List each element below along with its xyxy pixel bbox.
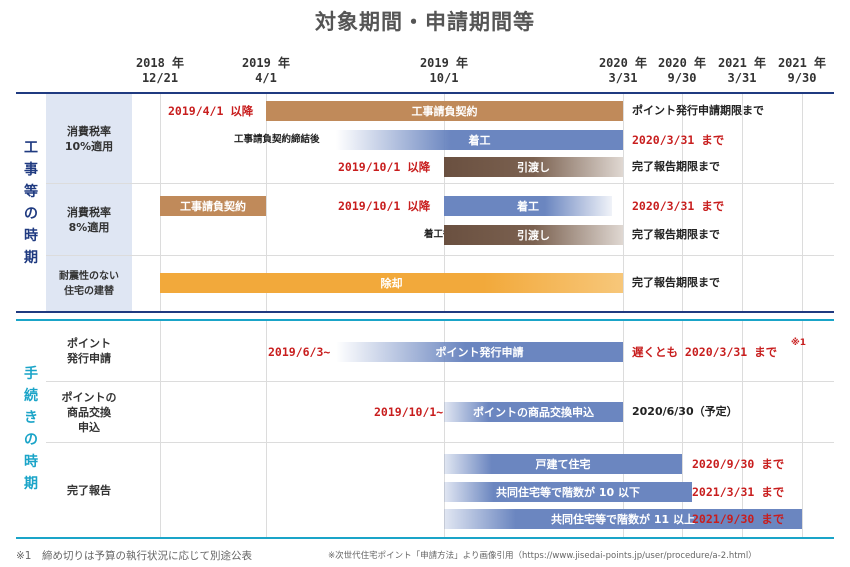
section2-bottom-border [16,537,834,539]
tax8-start-end: 2020/3/31 まで [632,199,725,213]
tax8-handover-note: 着工後 [424,229,453,240]
tax10-contract-end: ポイント発行申請期限まで [632,104,764,117]
report-detached-end: 2020/9/30 まで [692,457,785,471]
issue-end: 遅くとも 2020/3/31 まで [632,345,778,359]
date-header-2021-3-31: 2021 年 3/31 [702,56,782,86]
tax10-handover-bar: 引渡し [444,157,623,177]
tax8-start-note: 2019/10/1 以降 [338,199,431,213]
date-day: 4/1 [255,71,277,85]
exchange-note: 2019/10/1~ [374,405,444,419]
row-divider [46,255,834,256]
date-header-2020-3-31: 2020 年 3/31 [583,56,663,86]
grid-line [623,321,624,537]
row-label-tax8: 消費税率 8%適用 [46,184,132,255]
grid-line [802,94,803,311]
tax8-handover-end: 完了報告期限まで [632,228,720,241]
grid-line [623,94,624,311]
date-day: 9/30 [667,71,697,85]
exchange-bar: ポイントの商品交換申込 [444,402,623,422]
date-day: 3/31 [727,71,757,85]
section2-top-border [16,319,834,321]
tax10-start-note: 工事請負契約締結後 [234,134,320,145]
grid-line [444,321,445,537]
report-collective11-end: 2021/9/30 まで [692,512,785,526]
date-year: 2019 年 [241,56,291,70]
tax10-start-end: 2020/3/31 まで [632,133,725,147]
row-label-rebuild: 耐震性のない 住宅の建替 [46,256,132,311]
grid-line [682,321,683,537]
row-divider [46,381,834,382]
report-collective10-end: 2021/3/31 まで [692,485,785,499]
row-divider [46,442,834,443]
tax8-contract-bar: 工事請負契約 [160,196,266,216]
report-collective11-bar: 共同住宅等で階数が 11 以上 [444,509,802,529]
grid-line [742,94,743,311]
date-header-2019-10-1: 2019 年 10/1 [404,56,484,86]
grid-line [682,94,683,311]
section1-bottom-border [16,311,834,313]
exchange-end: 2020/6/30（予定） [632,405,738,418]
tax8-start-bar: 着工 [444,196,612,216]
tax10-contract-note: 2019/4/1 以降 [168,104,254,118]
date-year: 2019 年 [419,56,469,70]
row-label-issue: ポイント 発行申請 [67,337,111,365]
date-header-2019-4-1: 2019 年 4/1 [226,56,306,86]
row-divider [46,183,834,184]
date-year: 2018 年 [135,56,185,70]
tax10-handover-note: 2019/10/1 以降 [338,160,431,174]
report-detached-bar: 戸建て住宅 [444,454,682,474]
date-year: 2020 年 [598,56,648,70]
section-label-procedure: 手 続 き の 時 期 [24,366,38,492]
footnote-1: ※1 締め切りは予算の執行状況に応じて別途公表 [16,550,252,562]
grid-line [266,321,267,537]
section1-top-border [16,92,834,94]
date-header-2020-9-30: 2020 年 9/30 [642,56,722,86]
section-label-construction: 工 事 等 の 時 期 [24,139,38,266]
date-year: 2021 年 [717,56,767,70]
rebuild-bar: 除却 [160,273,623,293]
date-day: 10/1 [429,71,459,85]
row-label-report: 完了報告 [67,483,111,497]
date-header-2021-9-30: 2021 年 9/30 [762,56,842,86]
grid-line [160,321,161,537]
date-header-2018-12-21: 2018 年 12/21 [120,56,200,86]
tax10-handover-end: 完了報告期限まで [632,160,720,173]
issue-note: 2019/6/3~ [268,345,331,359]
grid-line [742,321,743,537]
tax10-contract-bar: 工事請負契約 [266,101,623,121]
report-collective10-bar: 共同住宅等で階数が 10 以下 [444,482,692,502]
issue-bar: ポイント発行申請 [336,342,623,362]
rebuild-end: 完了報告期限まで [632,276,720,289]
date-day: 3/31 [608,71,638,85]
date-day: 9/30 [787,71,817,85]
tax10-start-bar: 着工 [336,130,623,150]
tax8-handover-bar: 引渡し [444,225,623,245]
grid-line [802,321,803,537]
footnote-source: ※次世代住宅ポイント「申請方法」より画像引用（https://www.jised… [328,551,757,561]
page-title: 対象期間・申請期間等 [315,10,535,34]
date-year: 2021 年 [777,56,827,70]
issue-footnote-mark: ※1 [791,338,807,348]
row-label-exchange: ポイントの 商品交換 申込 [61,390,117,434]
date-day: 12/21 [141,71,179,85]
row-label-tax10: 消費税率 10%適用 [46,94,132,183]
date-year: 2020 年 [657,56,707,70]
grid-line [266,94,267,311]
